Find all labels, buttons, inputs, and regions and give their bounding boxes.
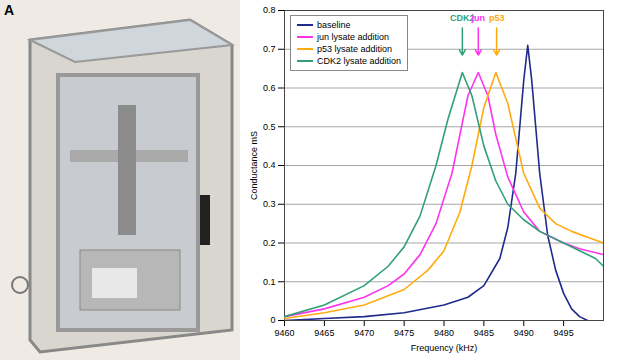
svg-text:9485: 9485 — [474, 328, 494, 338]
svg-text:0.6: 0.6 — [263, 83, 276, 93]
svg-text:0.5: 0.5 — [263, 122, 276, 132]
svg-text:9465: 9465 — [314, 328, 334, 338]
svg-text:9495: 9495 — [554, 328, 574, 338]
svg-text:CDK2: CDK2 — [450, 13, 475, 23]
svg-text:0.1: 0.1 — [263, 277, 276, 287]
svg-text:9480: 9480 — [434, 328, 454, 338]
html-text:jun lysate addition: jun lysate addition — [317, 32, 390, 42]
svg-text:0.4: 0.4 — [263, 160, 276, 170]
svg-text:0: 0 — [270, 315, 275, 325]
html-text:CDK2 lysate addition: CDK2 lysate addition — [317, 56, 401, 66]
html-text:baseline: baseline — [317, 20, 351, 30]
svg-text:Frequency (kHz): Frequency (kHz) — [411, 343, 478, 353]
svg-text:9475: 9475 — [394, 328, 414, 338]
svg-text:0.2: 0.2 — [263, 238, 276, 248]
html-text:A: A — [4, 2, 15, 18]
svg-text:9470: 9470 — [354, 328, 374, 338]
svg-text:0.8: 0.8 — [263, 5, 276, 15]
svg-text:0.7: 0.7 — [263, 44, 276, 54]
svg-text:Conductance mS: Conductance mS — [249, 131, 259, 200]
svg-text:9460: 9460 — [274, 328, 294, 338]
svg-text:9490: 9490 — [514, 328, 534, 338]
html-text:p53 lysate addition: p53 lysate addition — [317, 44, 393, 54]
svg-text:p53: p53 — [489, 13, 505, 23]
svg-text:jun: jun — [471, 13, 486, 23]
svg-text:0.3: 0.3 — [263, 199, 276, 209]
